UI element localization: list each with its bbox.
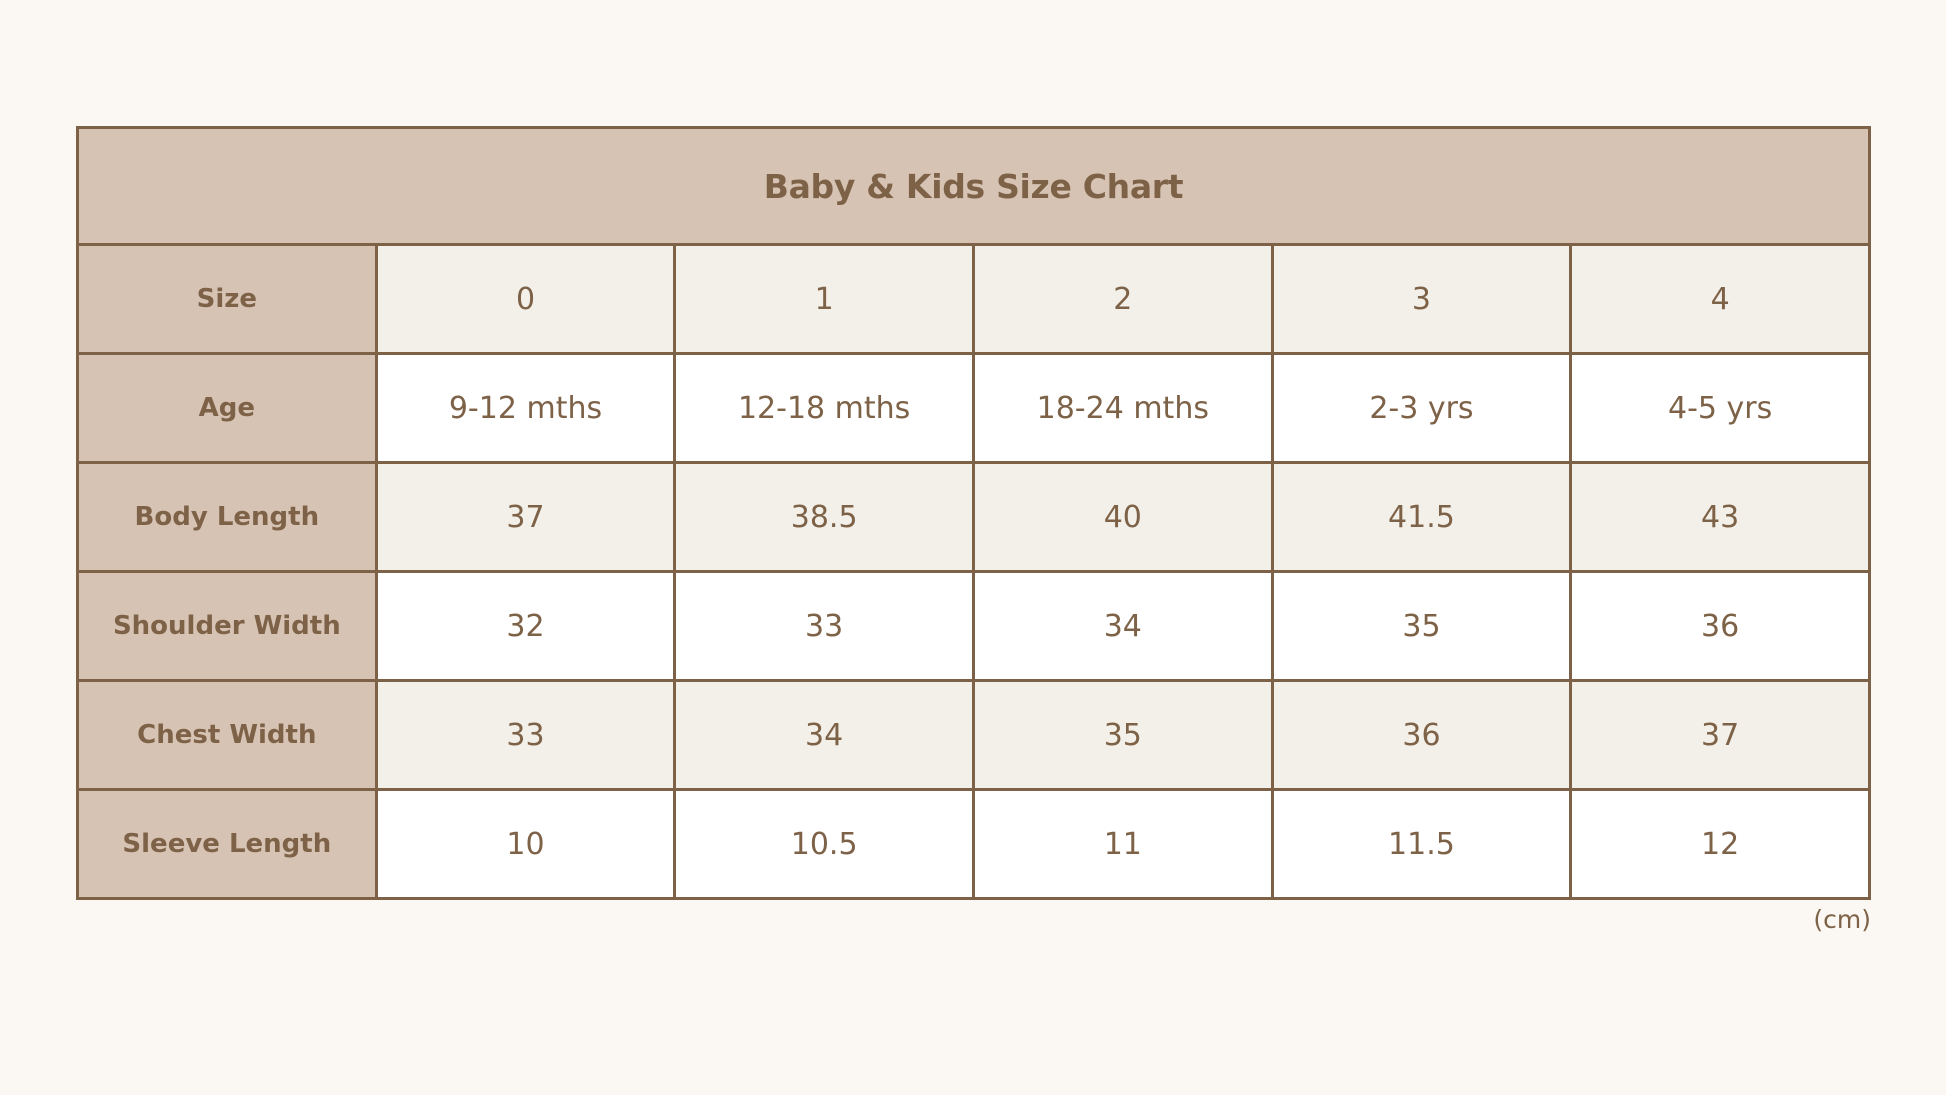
cell-chest-width-2: 35 [971,679,1274,791]
cell-size-0: 0 [374,243,677,355]
cell-sleeve-length-4: 12 [1569,788,1871,900]
cell-body-length-0: 37 [374,461,677,573]
cell-sleeve-length-1: 10.5 [673,788,975,900]
table-row-sleeve-length: Sleeve Length 10 10.5 11 11.5 12 [76,788,1871,900]
cell-sleeve-length-0: 10 [374,788,677,900]
cell-body-length-3: 41.5 [1270,461,1573,573]
title-row: Baby & Kids Size Chart [76,126,1871,246]
cell-size-2: 2 [971,243,1274,355]
row-label-shoulder-width: Shoulder Width [76,570,378,682]
cell-age-4: 4-5 yrs [1569,352,1871,464]
unit-note: (cm) [1813,905,1871,934]
row-label-size: Size [76,243,378,355]
cell-size-1: 1 [673,243,975,355]
table-row-body-length: Body Length 37 38.5 40 41.5 43 [76,461,1871,573]
size-chart-table: Baby & Kids Size Chart Size 0 1 2 3 4 Ag… [76,126,1871,900]
cell-shoulder-width-3: 35 [1270,570,1573,682]
row-label-body-length: Body Length [76,461,378,573]
cell-sleeve-length-2: 11 [971,788,1274,900]
cell-shoulder-width-0: 32 [374,570,677,682]
row-label-sleeve-length: Sleeve Length [76,788,378,900]
cell-shoulder-width-4: 36 [1569,570,1871,682]
cell-shoulder-width-2: 34 [971,570,1274,682]
cell-sleeve-length-3: 11.5 [1270,788,1573,900]
cell-body-length-4: 43 [1569,461,1871,573]
cell-body-length-2: 40 [971,461,1274,573]
table-row-age: Age 9-12 mths 12-18 mths 18-24 mths 2-3 … [76,352,1871,464]
table-row-shoulder-width: Shoulder Width 32 33 34 35 36 [76,570,1871,682]
table-row-size: Size 0 1 2 3 4 [76,243,1871,355]
cell-age-2: 18-24 mths [971,352,1274,464]
cell-age-3: 2-3 yrs [1270,352,1573,464]
cell-chest-width-3: 36 [1270,679,1573,791]
cell-chest-width-4: 37 [1569,679,1871,791]
cell-shoulder-width-1: 33 [673,570,975,682]
table-row-chest-width: Chest Width 33 34 35 36 37 [76,679,1871,791]
cell-chest-width-0: 33 [374,679,677,791]
cell-body-length-1: 38.5 [673,461,975,573]
cell-size-4: 4 [1569,243,1871,355]
cell-age-1: 12-18 mths [673,352,975,464]
row-label-chest-width: Chest Width [76,679,378,791]
table-title: Baby & Kids Size Chart [76,126,1871,246]
cell-chest-width-1: 34 [673,679,975,791]
cell-age-0: 9-12 mths [374,352,677,464]
row-label-age: Age [76,352,378,464]
cell-size-3: 3 [1270,243,1573,355]
